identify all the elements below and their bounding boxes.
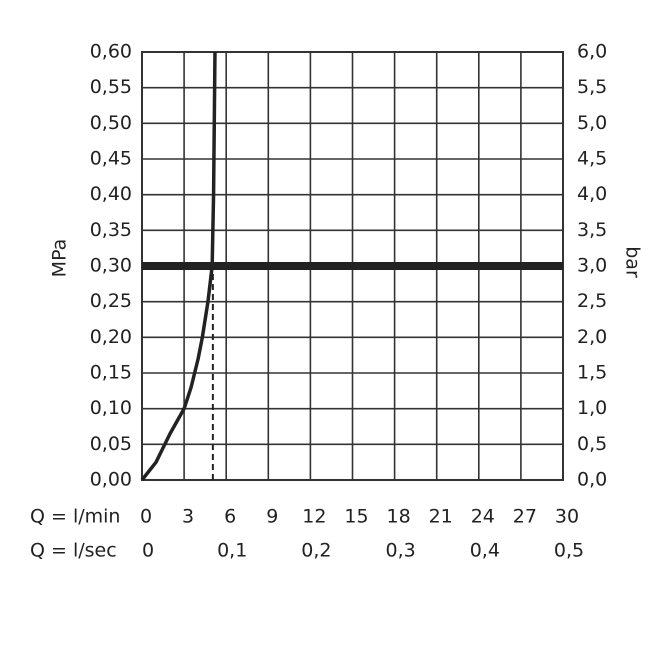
y2-tick-label: 5,5 bbox=[577, 76, 607, 98]
y-axis-title: MPa bbox=[49, 239, 71, 278]
y-tick-label: 0,45 bbox=[90, 148, 132, 170]
x-tick-label: 21 bbox=[429, 506, 453, 528]
x2-tick-label: 0 bbox=[142, 540, 154, 562]
y-tick-label: 0,35 bbox=[90, 219, 132, 241]
x-axis-title: Q = l/min bbox=[30, 506, 120, 528]
x-tick-label: 9 bbox=[266, 506, 278, 528]
y-tick-label: 0,55 bbox=[90, 76, 132, 98]
x-tick-label: 3 bbox=[182, 506, 194, 528]
x2-tick-label: 0,2 bbox=[301, 540, 331, 562]
x-tick-label: 30 bbox=[555, 506, 579, 528]
y2-tick-label: 3,0 bbox=[577, 255, 607, 277]
y2-tick-label: 1,0 bbox=[577, 397, 607, 419]
x2-tick-label: 0,4 bbox=[470, 540, 500, 562]
y-tick-label: 0,50 bbox=[90, 112, 132, 134]
y2-tick-label: 1,5 bbox=[577, 362, 607, 384]
y2-tick-label: 4,0 bbox=[577, 183, 607, 205]
y2-tick-label: 2,0 bbox=[577, 326, 607, 348]
x2-tick-label: 0,5 bbox=[554, 540, 584, 562]
x2-axis-title: Q = l/sec bbox=[30, 540, 117, 562]
y-tick-label: 0,25 bbox=[90, 290, 132, 312]
x-tick-label: 18 bbox=[387, 506, 411, 528]
y2-tick-label: 5,0 bbox=[577, 112, 607, 134]
x-tick-label: 12 bbox=[302, 506, 326, 528]
x2-tick-label: 0,3 bbox=[385, 540, 415, 562]
y2-tick-label: 4,5 bbox=[577, 148, 607, 170]
y-tick-label: 0,20 bbox=[90, 326, 132, 348]
y-tick-label: 0,10 bbox=[90, 397, 132, 419]
y-tick-label: 0,00 bbox=[90, 469, 132, 491]
y2-tick-label: 0,0 bbox=[577, 469, 607, 491]
y2-tick-label: 6,0 bbox=[577, 41, 607, 63]
x-tick-label: 27 bbox=[513, 506, 537, 528]
y-tick-label: 0,05 bbox=[90, 433, 132, 455]
y-tick-label: 0,40 bbox=[90, 183, 132, 205]
x-tick-label: 0 bbox=[140, 506, 152, 528]
y-tick-label: 0,15 bbox=[90, 362, 132, 384]
y2-axis-title: bar bbox=[622, 246, 644, 278]
x-tick-label: 15 bbox=[344, 506, 368, 528]
y2-tick-label: 2,5 bbox=[577, 290, 607, 312]
y2-tick-label: 3,5 bbox=[577, 219, 607, 241]
y-tick-label: 0,60 bbox=[90, 41, 132, 63]
y-tick-label: 0,30 bbox=[90, 255, 132, 277]
y2-tick-label: 0,5 bbox=[577, 433, 607, 455]
curve bbox=[140, 51, 217, 482]
x-tick-label: 6 bbox=[224, 506, 236, 528]
x2-tick-label: 0,1 bbox=[217, 540, 247, 562]
x-tick-label: 24 bbox=[471, 506, 495, 528]
